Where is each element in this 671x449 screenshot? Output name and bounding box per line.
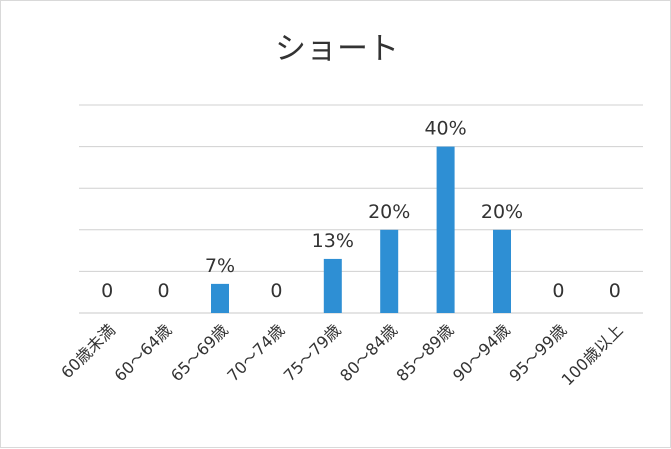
category-label: 80～84歳 (336, 320, 401, 385)
chart-title: ショート (275, 31, 399, 67)
data-label: 0 (552, 280, 564, 302)
bar (323, 258, 342, 313)
category-label: 75～79歳 (280, 320, 345, 385)
data-label: 0 (101, 280, 113, 302)
data-label: 20% (481, 201, 523, 223)
category-label: 70～74歳 (223, 320, 288, 385)
data-label: 0 (609, 280, 621, 302)
gridlines (79, 104, 643, 314)
bar (380, 229, 399, 313)
bar (436, 146, 455, 313)
category-label: 90～94歳 (449, 320, 514, 385)
category-label: 65～69歳 (167, 320, 232, 385)
category-label: 85～89歳 (393, 320, 458, 385)
bar (493, 229, 511, 313)
data-label: 0 (158, 280, 170, 302)
data-label: 7% (205, 255, 235, 277)
category-label: 100歳以上 (558, 320, 627, 389)
bar (211, 283, 229, 313)
data-label: 13% (312, 230, 354, 252)
category-labels: 60歳未満60～64歳65～69歳70～74歳75～79歳80～84歳85～89… (57, 320, 626, 389)
category-label: 60～64歳 (111, 320, 176, 385)
data-label: 20% (368, 201, 410, 223)
data-label: 0 (270, 280, 282, 302)
bars (211, 146, 511, 313)
data-label: 40% (424, 118, 466, 140)
category-label: 60歳未満 (57, 320, 119, 382)
data-labels: 0 0 7% 0 13% 20% 40% 20% 0 0 (101, 118, 621, 302)
